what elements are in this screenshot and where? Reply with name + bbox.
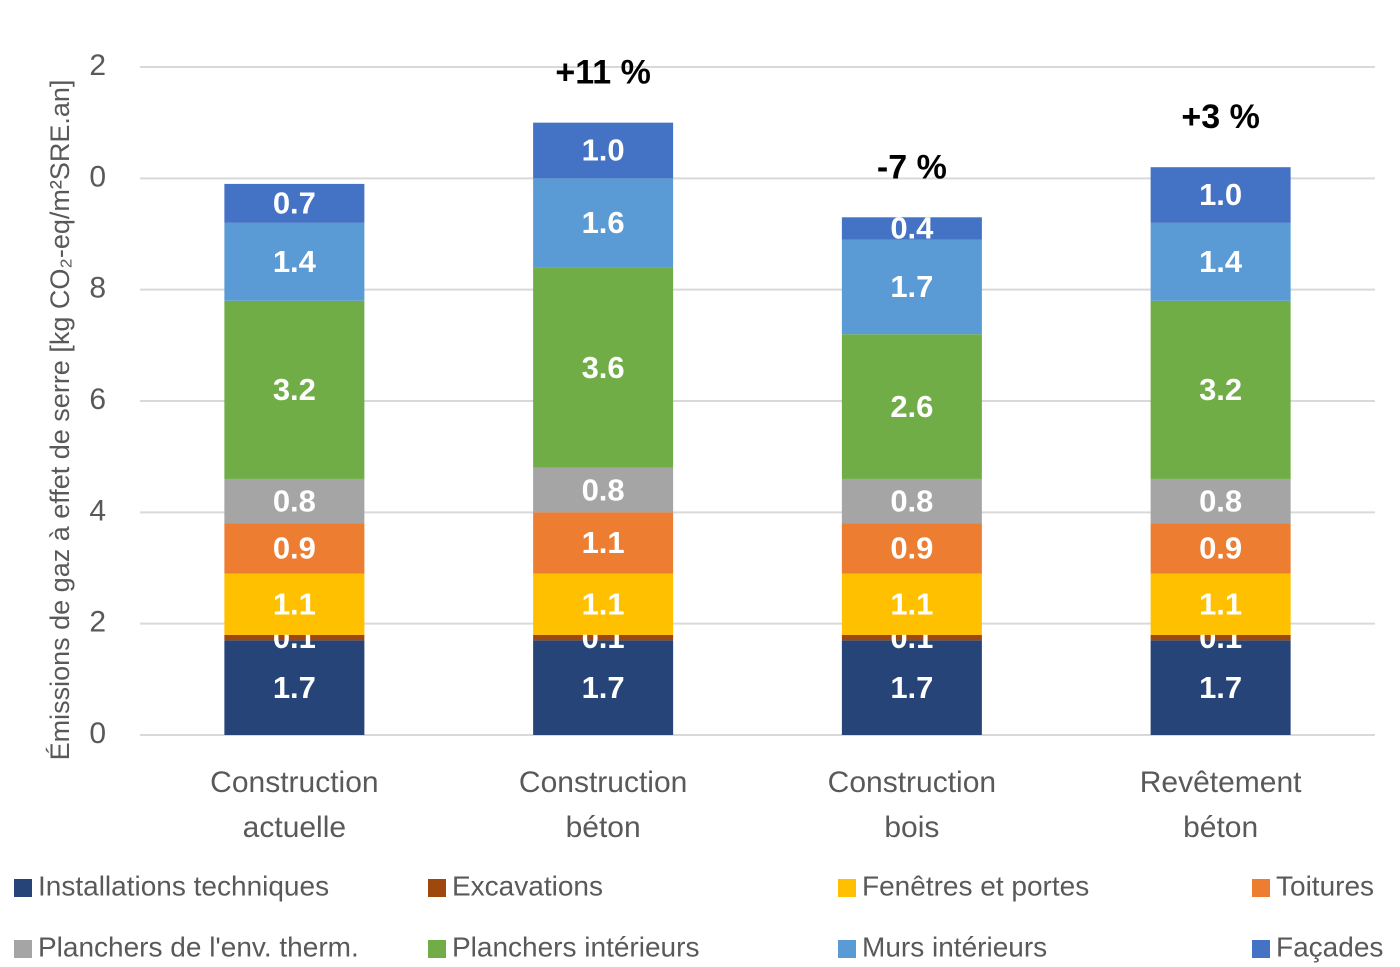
data-label: 3.6 (582, 350, 625, 385)
legend-swatch (838, 879, 856, 897)
data-label: 1.7 (273, 670, 316, 705)
legend-label: Toitures (1276, 870, 1374, 901)
legend-swatch (1252, 879, 1270, 897)
data-label: 1.1 (582, 586, 625, 621)
bar-segment (841, 634, 982, 641)
y-tick-label: 8 (89, 272, 106, 305)
annotation: +11 % (555, 54, 650, 92)
legend-swatch (1252, 940, 1270, 958)
x-tick-label: Construction (519, 766, 687, 799)
data-label: 1.7 (1199, 670, 1242, 705)
bar-segment (224, 183, 365, 223)
bar-segment (841, 640, 982, 735)
x-tick-label: Revêtement (1140, 766, 1302, 799)
data-label: 1.7 (890, 670, 933, 705)
bar-segment (841, 478, 982, 524)
legend-label: Planchers intérieurs (452, 931, 699, 962)
bar-segment (224, 222, 365, 301)
data-label: 1.1 (273, 586, 316, 621)
data-label: 0.4 (890, 211, 934, 246)
bar-segment (533, 634, 674, 641)
bar-segment (533, 122, 674, 179)
bar-segment (841, 523, 982, 574)
bar-segment (1150, 300, 1291, 479)
bar-segment (533, 178, 674, 268)
data-label: 3.2 (273, 372, 316, 407)
legend-swatch (428, 940, 446, 958)
bar-segment (1150, 478, 1291, 524)
y-tick-label: 0 (89, 717, 106, 750)
bar-segment (1150, 640, 1291, 735)
legend-swatch (14, 940, 32, 958)
x-tick-label: bois (884, 811, 939, 844)
y-tick-label: 2 (89, 606, 106, 639)
data-label: 1.1 (890, 586, 933, 621)
data-label: 0.9 (273, 531, 316, 566)
bar-segment (841, 239, 982, 335)
x-tick-label: Construction (210, 766, 378, 799)
legend-label: Installations techniques (38, 870, 329, 901)
legend-swatch (838, 940, 856, 958)
bar-segment (1150, 222, 1291, 301)
legend-swatch (14, 879, 32, 897)
bar-segment (1150, 634, 1291, 641)
data-label: 0.8 (273, 483, 316, 518)
legend-swatch (428, 879, 446, 897)
legend-label: Excavations (452, 870, 603, 901)
data-label: 1.1 (582, 525, 625, 560)
data-label: 1.1 (1199, 586, 1242, 621)
y-tick-label: 4 (89, 494, 106, 527)
bar-segment (224, 300, 365, 479)
y-tick-label: 6 (89, 383, 106, 416)
y-tick-label: 0 (89, 160, 106, 193)
bar-segment (533, 640, 674, 735)
bar-segment (224, 640, 365, 735)
x-tick-label: béton (1183, 811, 1258, 844)
bar-segment (841, 334, 982, 479)
bar-segment (533, 267, 674, 468)
bar-segment (1150, 167, 1291, 223)
bar-segment (1150, 573, 1291, 635)
data-label: 0.7 (273, 186, 316, 221)
x-tick-label: Construction (828, 766, 996, 799)
legend-label: Murs intérieurs (862, 931, 1047, 962)
data-label: 3.2 (1199, 372, 1242, 407)
data-label: 1.6 (582, 205, 625, 240)
data-label: 0.8 (1199, 483, 1242, 518)
y-tick-label: 2 (89, 49, 106, 82)
annotation: -7 % (877, 148, 947, 186)
bar-segment (224, 634, 365, 641)
legend-label: Façades (1276, 931, 1383, 962)
data-label: 2.6 (890, 389, 933, 424)
annotation: +3 % (1181, 98, 1259, 136)
data-label: 1.0 (582, 133, 625, 168)
bar-segment (1150, 523, 1291, 574)
data-label: 1.4 (1199, 244, 1243, 279)
data-label: 1.7 (582, 670, 625, 705)
legend-label: Fenêtres et portes (862, 870, 1089, 901)
bar-segment (224, 523, 365, 574)
data-label: 0.8 (890, 483, 933, 518)
bar-segment (224, 573, 365, 635)
bar-segment (841, 573, 982, 635)
data-label: 0.8 (582, 472, 625, 507)
data-label: 1.7 (890, 269, 933, 304)
x-tick-label: actuelle (243, 811, 346, 844)
data-label: 0.9 (1199, 531, 1242, 566)
bar-segment (224, 478, 365, 524)
legend-label: Planchers de l'env. therm. (38, 931, 359, 962)
bar-segment (533, 467, 674, 513)
bar-segment (533, 512, 674, 574)
data-label: 0.9 (890, 531, 933, 566)
bar-segment (533, 573, 674, 635)
data-label: 1.4 (273, 244, 317, 279)
data-label: 1.0 (1199, 177, 1242, 212)
y-axis-label: Émissions de gaz à effet de serre [kg CO… (45, 80, 75, 761)
x-tick-label: béton (566, 811, 641, 844)
bar-segment (841, 217, 982, 240)
